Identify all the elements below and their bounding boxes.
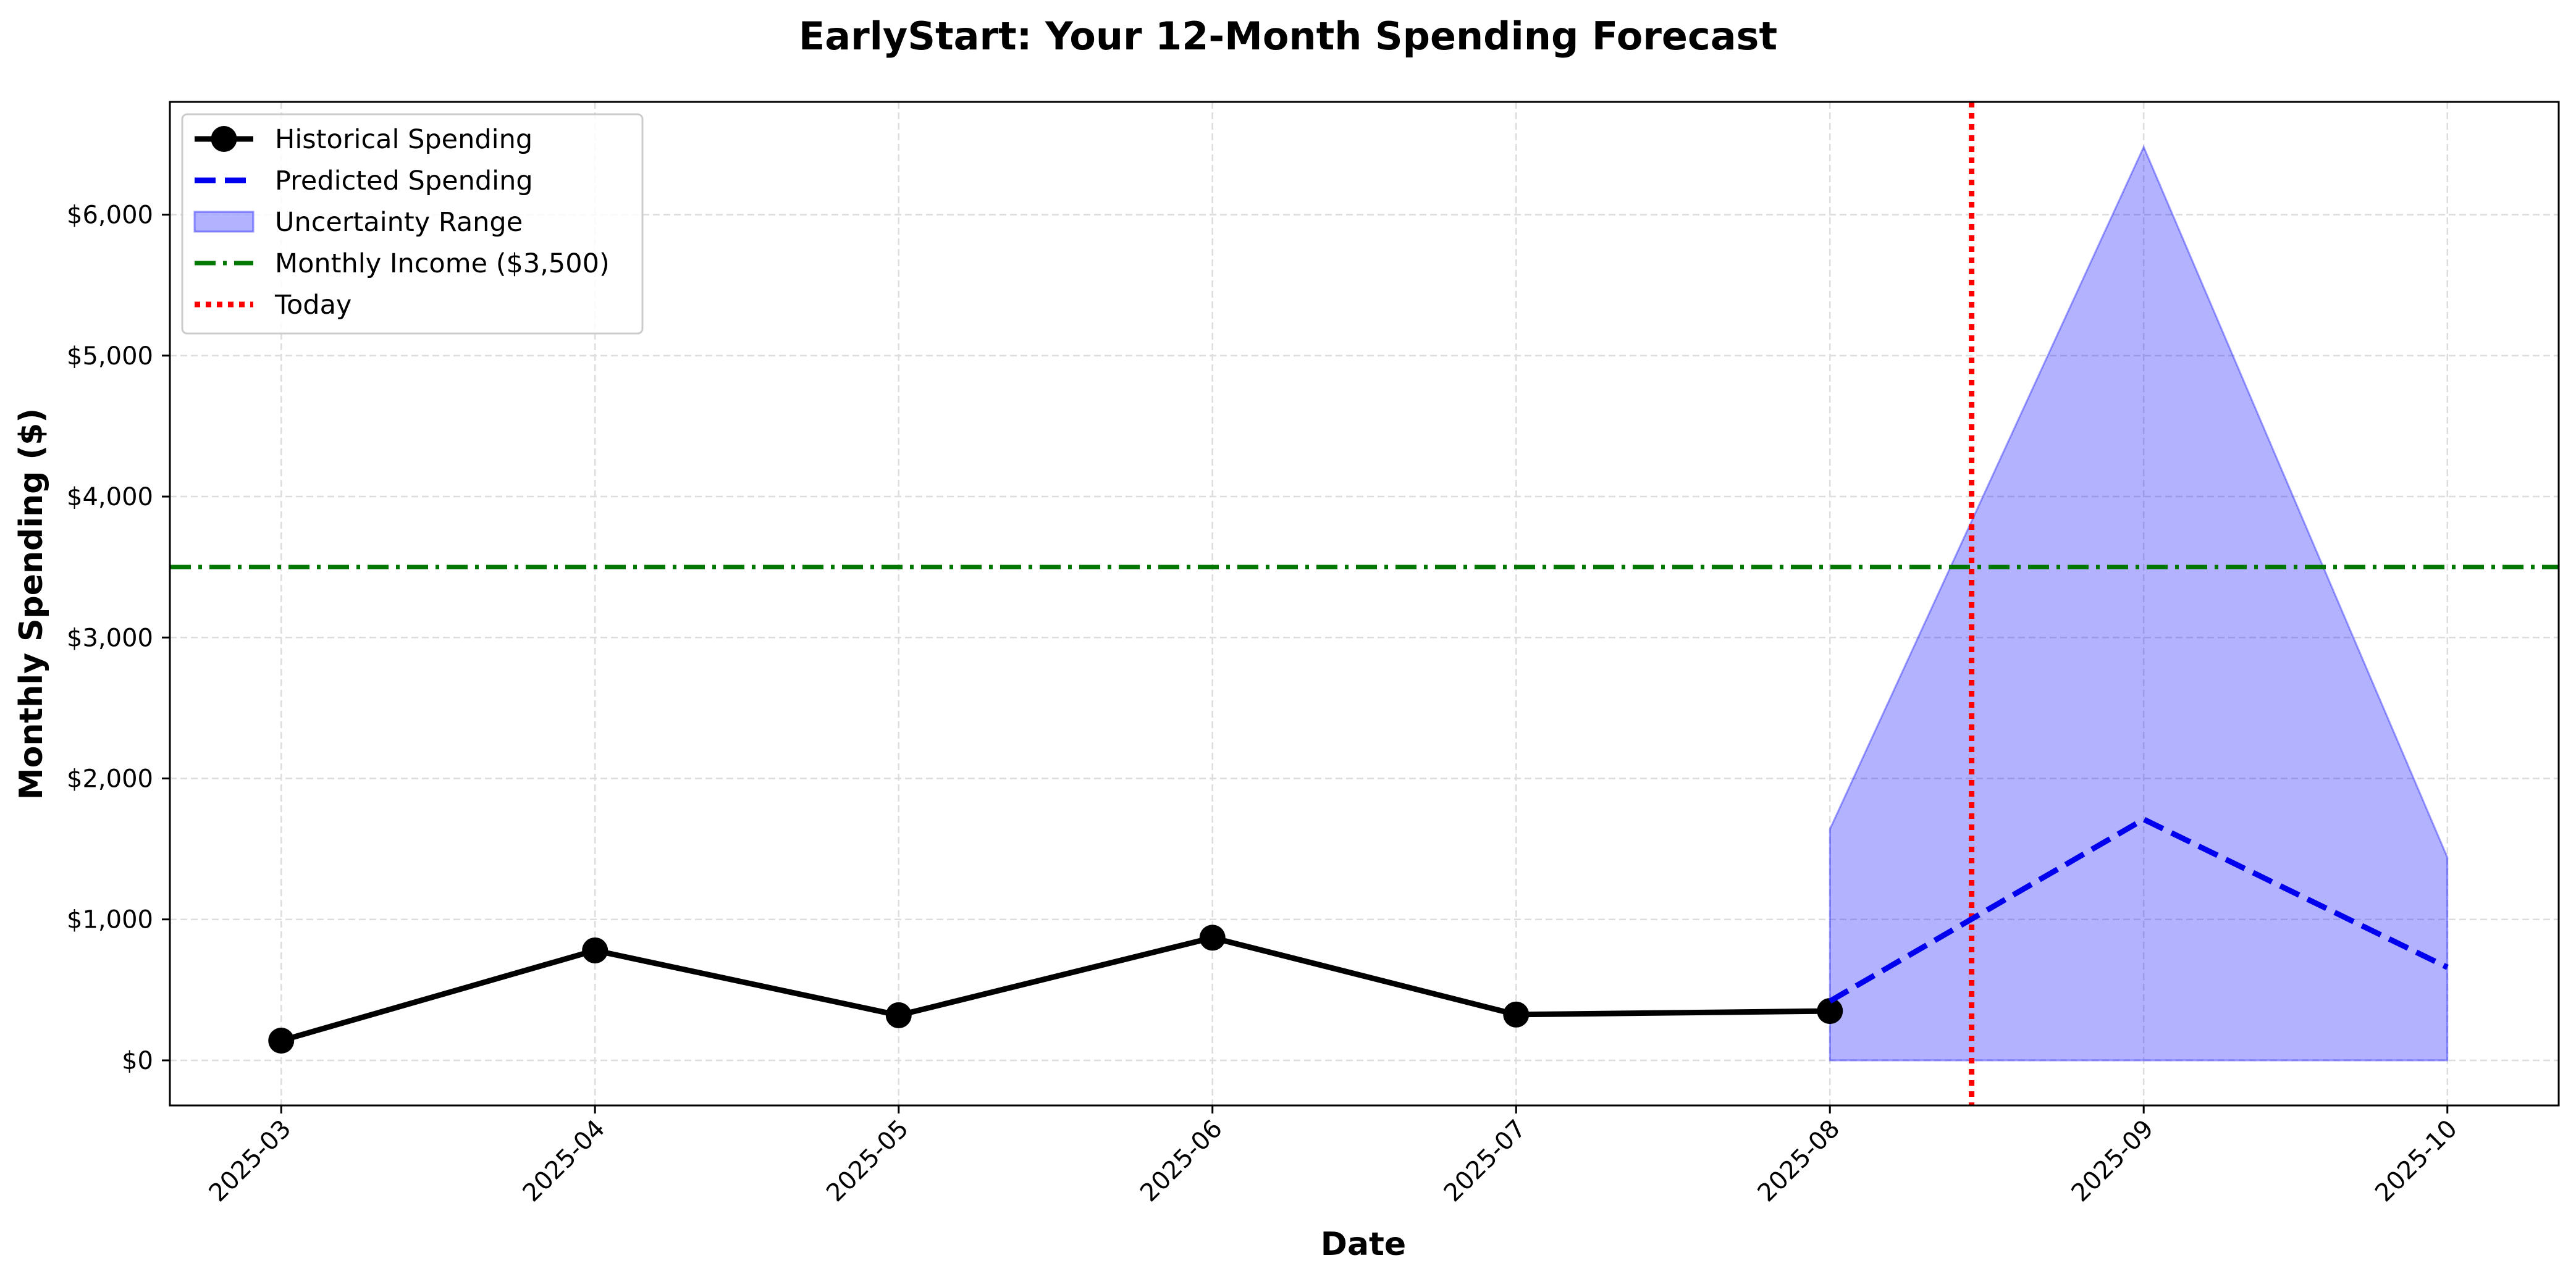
historical-point: [1503, 1001, 1530, 1028]
x-tick-label: 2025-03: [204, 1115, 297, 1208]
y-tick-label: $5,000: [67, 342, 153, 371]
legend-label: Uncertainty Range: [275, 207, 523, 238]
legend-label: Predicted Spending: [275, 166, 533, 196]
historical-point: [1199, 925, 1226, 951]
legend-label: Today: [274, 290, 351, 321]
historical-point: [885, 1002, 912, 1028]
uncertainty-band: [1829, 145, 2449, 1062]
historical-point: [268, 1028, 295, 1054]
x-axis-label: Date: [1321, 1226, 1406, 1263]
plot-frame: [169, 101, 2560, 1107]
y-tick-label: $4,000: [67, 483, 153, 511]
y-tick-label: $2,000: [67, 765, 153, 794]
y-tick-label: $3,000: [67, 624, 153, 652]
historical-spending-line: [280, 934, 1830, 1044]
legend-swatch-marker: [211, 126, 237, 152]
x-tick-label: 2025-10: [2370, 1115, 2463, 1208]
y-tick-label: $0: [122, 1047, 153, 1075]
x-tick-label: 2025-04: [518, 1115, 611, 1208]
y-tick-label: $1,000: [67, 906, 153, 934]
legend-label: Monthly Income ($3,500): [275, 248, 610, 279]
chart-title: EarlyStart: Your 12-Month Spending Forec…: [799, 14, 1777, 59]
historical-point: [1817, 998, 1843, 1025]
x-tick-label: 2025-09: [2066, 1115, 2160, 1208]
predicted-spending-line: [1828, 816, 2449, 1004]
x-tick-label: 2025-08: [1753, 1115, 1846, 1208]
y-tick-label: $6,000: [67, 201, 153, 230]
x-tick-label: 2025-06: [1135, 1115, 1228, 1208]
historical-point: [582, 937, 608, 963]
y-axis-label: Monthly Spending ($): [13, 408, 50, 800]
legend-swatch-uncertainty: [193, 211, 255, 233]
x-tick-label: 2025-07: [1439, 1115, 1532, 1208]
legend-label: Historical Spending: [275, 124, 532, 155]
x-tick-label: 2025-05: [821, 1115, 914, 1208]
legend-box: [181, 113, 644, 335]
